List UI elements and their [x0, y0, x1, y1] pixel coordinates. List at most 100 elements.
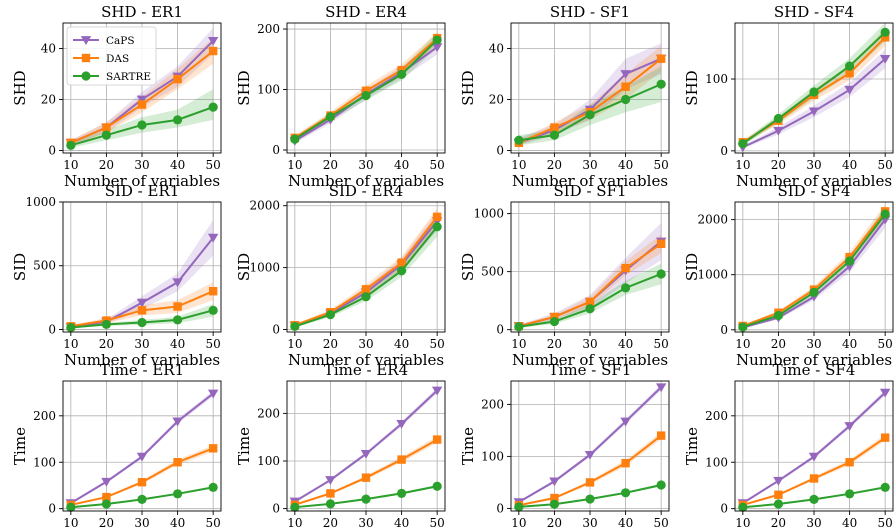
- marker-sartre: [656, 269, 666, 279]
- marker-sartre: [656, 480, 666, 490]
- y-tick-label: 0: [48, 502, 56, 516]
- marker-das: [585, 478, 595, 487]
- x-tick-label: 30: [806, 337, 821, 351]
- x-tick-label: 50: [654, 158, 669, 172]
- marker-sartre: [549, 316, 560, 327]
- marker-sartre: [432, 481, 442, 491]
- x-tick-label: 20: [547, 337, 562, 351]
- marker-caps: [396, 419, 407, 429]
- panel-shd-sf1: 10 20 30 40 50 0 20 40 SHD - SF1 Number of variab…: [459, 3, 670, 190]
- x-tick-label: 40: [842, 337, 857, 351]
- y-tick-label: 2000: [249, 199, 280, 213]
- marker-sartre: [514, 322, 524, 332]
- y-tick-label: 20: [489, 92, 504, 106]
- x-tick-label: 20: [323, 516, 338, 530]
- y-tick-label: 500: [481, 265, 504, 279]
- marker-das: [173, 458, 182, 467]
- marker-caps: [844, 422, 855, 431]
- y-tick-label: 100: [33, 455, 56, 469]
- marker-sartre: [620, 94, 631, 105]
- marker-das: [656, 431, 666, 440]
- x-tick-label: 50: [654, 337, 669, 351]
- y-tick-label: 0: [272, 502, 280, 516]
- marker-caps: [136, 298, 148, 308]
- panel-title: SHD - ER4: [325, 3, 407, 21]
- y-tick-label: 0: [272, 143, 280, 157]
- marker-sartre: [809, 287, 819, 297]
- marker-sartre: [620, 283, 631, 293]
- x-tick-label: 40: [394, 158, 409, 172]
- marker-sartre: [432, 222, 442, 232]
- x-tick-label: 40: [618, 158, 633, 172]
- panel-shd-er4: 10 20 30 40 50 0 100 200 SHD - ER4 Number of vari…: [235, 3, 446, 190]
- y-tick-label: 20: [41, 92, 56, 106]
- marker-sartre: [585, 110, 595, 120]
- marker-sartre: [361, 292, 371, 302]
- panel-title: SHD - ER1: [101, 3, 183, 21]
- panel-sid-sf4: 10 20 30 40 50 0 1000 2000 SID - SF4 Number of va…: [683, 182, 894, 369]
- marker-das: [774, 490, 783, 499]
- y-tick-label: 200: [705, 409, 728, 423]
- legend-box: [66, 26, 157, 86]
- marker-das: [173, 302, 182, 311]
- x-tick-label: 40: [618, 337, 633, 351]
- marker-sartre: [585, 304, 595, 314]
- legend: CaPS DAS SARTRE: [66, 26, 157, 86]
- y-tick-label: 500: [33, 259, 56, 273]
- marker-sartre: [137, 494, 147, 504]
- y-tick-label: 200: [257, 22, 280, 36]
- marker-sartre: [844, 61, 855, 71]
- x-tick-label: 50: [430, 337, 445, 351]
- y-tick-label: 0: [720, 144, 728, 158]
- y-axis-label: SID: [683, 253, 701, 281]
- marker-caps: [620, 417, 631, 427]
- x-tick-label: 10: [511, 337, 526, 351]
- x-tick-label: 50: [878, 158, 893, 172]
- x-tick-label: 50: [206, 337, 221, 351]
- x-tick-label: 30: [358, 516, 373, 530]
- x-tick-label: 10: [735, 516, 750, 530]
- y-tick-label: 0: [496, 143, 504, 157]
- x-tick-label: 30: [582, 337, 597, 351]
- y-axis-label: SHD: [11, 70, 29, 105]
- x-tick-label: 50: [878, 337, 893, 351]
- marker-sartre: [880, 482, 890, 492]
- legend-label-sartre: SARTRE: [106, 71, 151, 83]
- marker-sartre: [290, 502, 300, 512]
- marker-das: [361, 473, 371, 482]
- marker-sartre: [172, 489, 183, 499]
- x-axis-label: Number of variables: [736, 351, 892, 369]
- marker-caps: [773, 476, 784, 486]
- marker-das: [880, 433, 890, 442]
- marker-sartre: [514, 502, 524, 512]
- x-tick-label: 50: [430, 516, 445, 530]
- legend-label-das: DAS: [106, 53, 129, 65]
- y-tick-label: 100: [705, 72, 728, 86]
- y-axis-label: SHD: [683, 70, 701, 105]
- marker-das: [845, 69, 854, 78]
- y-tick-label: 0: [272, 323, 280, 337]
- x-tick-label: 50: [878, 516, 893, 530]
- marker-das: [550, 493, 559, 503]
- marker-das: [432, 212, 442, 222]
- marker-das: [361, 285, 371, 294]
- panel-title: SID - SF1: [553, 182, 626, 200]
- marker-sartre: [290, 321, 300, 332]
- x-axis-label: Number of variables: [288, 351, 444, 369]
- marker-das: [585, 297, 595, 307]
- x-axis-label: Number of variables: [288, 172, 444, 190]
- panel-title: SID - ER4: [329, 182, 404, 200]
- marker-das: [621, 458, 630, 468]
- marker-das: [208, 444, 218, 453]
- marker-das: [173, 74, 182, 84]
- panel-title: Time - ER1: [100, 361, 184, 379]
- marker-sartre: [396, 69, 407, 79]
- y-tick-label: 40: [41, 41, 56, 55]
- marker-sartre: [844, 489, 855, 499]
- y-axis-label: Time: [11, 427, 29, 465]
- y-tick-label: 200: [257, 406, 280, 420]
- marker-sartre: [325, 310, 336, 320]
